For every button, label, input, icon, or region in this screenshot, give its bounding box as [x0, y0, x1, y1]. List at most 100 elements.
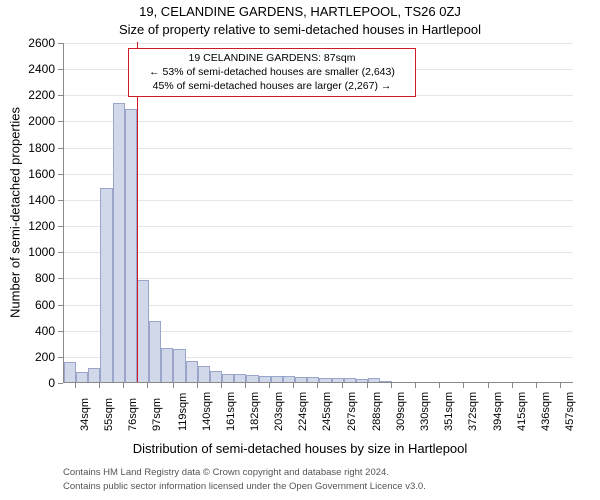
histogram-bar — [222, 374, 234, 382]
y-tick-label: 800 — [21, 271, 55, 285]
histogram-bar — [125, 109, 137, 382]
histogram-bar — [271, 376, 283, 382]
x-tick-mark — [512, 383, 513, 388]
x-tick-mark — [463, 383, 464, 388]
histogram-bar — [319, 378, 331, 382]
gridline — [64, 121, 573, 122]
y-tick-label: 400 — [21, 324, 55, 338]
x-tick-mark — [415, 383, 416, 388]
chart-title-address: 19, CELANDINE GARDENS, HARTLEPOOL, TS26 … — [0, 4, 600, 19]
x-tick-mark — [317, 383, 318, 388]
histogram-bar — [380, 381, 392, 382]
histogram-bar — [259, 376, 271, 382]
x-tick-label: 267sqm — [346, 392, 358, 431]
x-tick-label: 394sqm — [492, 392, 504, 431]
histogram-bar — [198, 366, 210, 382]
x-tick-label: 224sqm — [297, 392, 309, 431]
y-tick-mark — [58, 174, 63, 175]
histogram-bar — [100, 188, 112, 382]
x-tick-mark — [123, 383, 124, 388]
x-tick-mark — [197, 383, 198, 388]
x-tick-label: 245sqm — [321, 392, 333, 431]
x-tick-mark — [488, 383, 489, 388]
y-tick-label: 1600 — [21, 167, 55, 181]
y-tick-mark — [58, 278, 63, 279]
x-tick-label: 140sqm — [201, 392, 213, 431]
x-tick-mark — [147, 383, 148, 388]
y-tick-label: 2600 — [21, 36, 55, 50]
histogram-bar — [210, 371, 222, 382]
y-tick-mark — [58, 69, 63, 70]
y-tick-label: 1200 — [21, 219, 55, 233]
x-tick-mark — [173, 383, 174, 388]
x-tick-label: 288sqm — [371, 392, 383, 431]
histogram-bar — [234, 374, 246, 382]
annotation-line-3: 45% of semi-detached houses are larger (… — [133, 79, 411, 93]
histogram-bar — [88, 368, 100, 382]
x-tick-mark — [367, 383, 368, 388]
y-tick-mark — [58, 226, 63, 227]
histogram-bar — [283, 376, 295, 382]
x-tick-mark — [293, 383, 294, 388]
gridline — [64, 200, 573, 201]
x-tick-label: 415sqm — [516, 392, 528, 431]
histogram-bar — [356, 379, 368, 382]
histogram-bar — [137, 280, 149, 382]
histogram-bar — [332, 378, 344, 382]
histogram-bar — [344, 378, 356, 382]
annotation-box: 19 CELANDINE GARDENS: 87sqm ← 53% of sem… — [128, 48, 416, 97]
y-tick-mark — [58, 305, 63, 306]
histogram-bar — [307, 377, 319, 382]
y-tick-label: 200 — [21, 350, 55, 364]
y-tick-mark — [58, 357, 63, 358]
annotation-line-1: 19 CELANDINE GARDENS: 87sqm — [133, 51, 411, 65]
histogram-bar — [186, 361, 198, 382]
y-tick-mark — [58, 200, 63, 201]
x-tick-label: 351sqm — [443, 392, 455, 431]
x-tick-label: 55sqm — [103, 398, 115, 431]
x-tick-mark — [245, 383, 246, 388]
histogram-bar — [295, 377, 307, 382]
gridline — [64, 43, 573, 44]
histogram-bar — [161, 348, 173, 382]
y-tick-label: 2400 — [21, 62, 55, 76]
y-tick-label: 1400 — [21, 193, 55, 207]
histogram-bar — [368, 378, 380, 382]
histogram-bar — [113, 103, 125, 382]
y-tick-mark — [58, 148, 63, 149]
gridline — [64, 174, 573, 175]
footer-line-1: Contains HM Land Registry data © Crown c… — [63, 467, 389, 478]
x-tick-label: 76sqm — [127, 398, 139, 431]
x-tick-label: 97sqm — [151, 398, 163, 431]
gridline — [64, 226, 573, 227]
y-tick-label: 600 — [21, 298, 55, 312]
y-tick-mark — [58, 383, 63, 384]
histogram-bar — [173, 349, 185, 382]
y-tick-mark — [58, 331, 63, 332]
y-tick-label: 1800 — [21, 141, 55, 155]
x-tick-mark — [99, 383, 100, 388]
x-tick-label: 330sqm — [419, 392, 431, 431]
y-tick-mark — [58, 95, 63, 96]
x-tick-label: 119sqm — [177, 393, 189, 431]
x-tick-mark — [560, 383, 561, 388]
y-tick-label: 1000 — [21, 245, 55, 259]
histogram-bar — [76, 372, 88, 382]
histogram-bar — [149, 321, 161, 382]
x-tick-mark — [342, 383, 343, 388]
footer-line-2: Contains public sector information licen… — [63, 481, 426, 492]
x-tick-mark — [221, 383, 222, 388]
histogram-bar — [64, 362, 76, 382]
chart-title-subtitle: Size of property relative to semi-detach… — [0, 22, 600, 37]
x-tick-label: 372sqm — [467, 392, 479, 431]
y-tick-label: 2200 — [21, 88, 55, 102]
y-tick-mark — [58, 252, 63, 253]
x-tick-label: 203sqm — [273, 392, 285, 431]
x-tick-label: 309sqm — [395, 392, 407, 431]
y-tick-label: 2000 — [21, 114, 55, 128]
annotation-line-2: ← 53% of semi-detached houses are smalle… — [133, 65, 411, 79]
x-tick-label: 436sqm — [540, 392, 552, 431]
x-tick-mark — [536, 383, 537, 388]
x-axis-label: Distribution of semi-detached houses by … — [0, 441, 600, 456]
y-axis-label: Number of semi-detached properties — [8, 103, 23, 323]
